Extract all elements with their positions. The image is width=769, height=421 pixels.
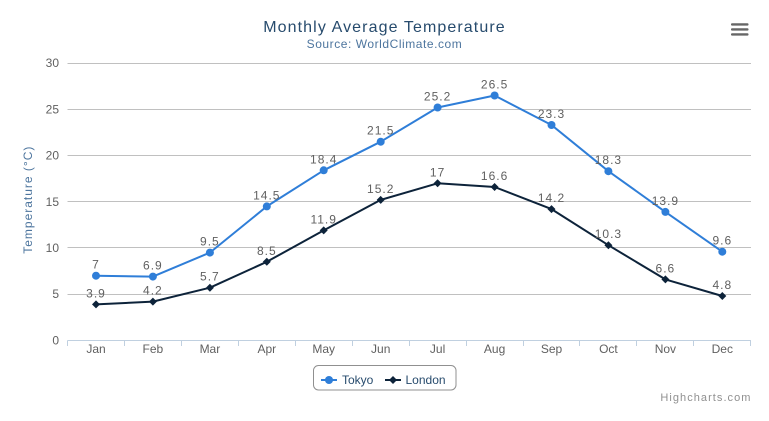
svg-text:Nov: Nov	[655, 342, 676, 356]
svg-text:Source: WorldClimate.com: Source: WorldClimate.com	[307, 37, 463, 51]
svg-text:26.5: 26.5	[481, 78, 508, 92]
svg-text:14.5: 14.5	[253, 188, 280, 202]
svg-text:Oct: Oct	[599, 342, 618, 356]
svg-text:17: 17	[430, 165, 445, 179]
svg-text:11.9: 11.9	[310, 212, 336, 226]
svg-text:15.2: 15.2	[367, 182, 394, 196]
svg-text:6.9: 6.9	[143, 259, 163, 273]
svg-text:5.7: 5.7	[200, 270, 220, 284]
svg-text:9.6: 9.6	[712, 234, 732, 248]
svg-text:25: 25	[46, 102, 60, 116]
svg-text:0: 0	[52, 333, 59, 347]
svg-text:Mar: Mar	[200, 342, 221, 356]
svg-text:Feb: Feb	[143, 342, 164, 356]
svg-text:Dec: Dec	[712, 342, 733, 356]
svg-text:5: 5	[52, 287, 59, 301]
svg-text:Jan: Jan	[86, 342, 105, 356]
svg-text:30: 30	[46, 56, 60, 70]
svg-text:4.8: 4.8	[712, 278, 732, 292]
svg-text:21.5: 21.5	[367, 124, 394, 138]
svg-text:15: 15	[46, 195, 60, 209]
svg-text:8.5: 8.5	[257, 244, 277, 258]
svg-text:Temperature (°C): Temperature (°C)	[21, 146, 35, 254]
svg-text:13.9: 13.9	[652, 194, 679, 208]
svg-text:14.2: 14.2	[538, 191, 565, 205]
svg-text:3.9: 3.9	[86, 286, 106, 300]
svg-text:Monthly Average Temperature: Monthly Average Temperature	[263, 19, 506, 36]
svg-text:7: 7	[92, 258, 100, 272]
svg-text:Jul: Jul	[430, 342, 445, 356]
svg-text:16.6: 16.6	[481, 169, 508, 183]
svg-text:10: 10	[46, 241, 60, 255]
svg-text:May: May	[312, 342, 335, 356]
svg-text:Aug: Aug	[484, 342, 505, 356]
svg-text:18.4: 18.4	[310, 152, 337, 166]
svg-text:18.3: 18.3	[595, 153, 622, 167]
svg-text:23.3: 23.3	[538, 107, 565, 121]
svg-text:Tokyo: Tokyo	[342, 373, 374, 387]
svg-text:10.3: 10.3	[595, 227, 622, 241]
svg-text:London: London	[406, 373, 446, 387]
svg-text:Highcharts.com: Highcharts.com	[660, 392, 751, 404]
svg-text:6.6: 6.6	[656, 261, 676, 275]
svg-text:Jun: Jun	[371, 342, 390, 356]
svg-text:25.2: 25.2	[424, 90, 451, 104]
svg-text:Apr: Apr	[257, 342, 276, 356]
svg-text:Sep: Sep	[541, 342, 563, 356]
svg-text:20: 20	[46, 149, 60, 163]
svg-text:4.2: 4.2	[143, 284, 163, 298]
svg-text:9.5: 9.5	[200, 235, 220, 249]
